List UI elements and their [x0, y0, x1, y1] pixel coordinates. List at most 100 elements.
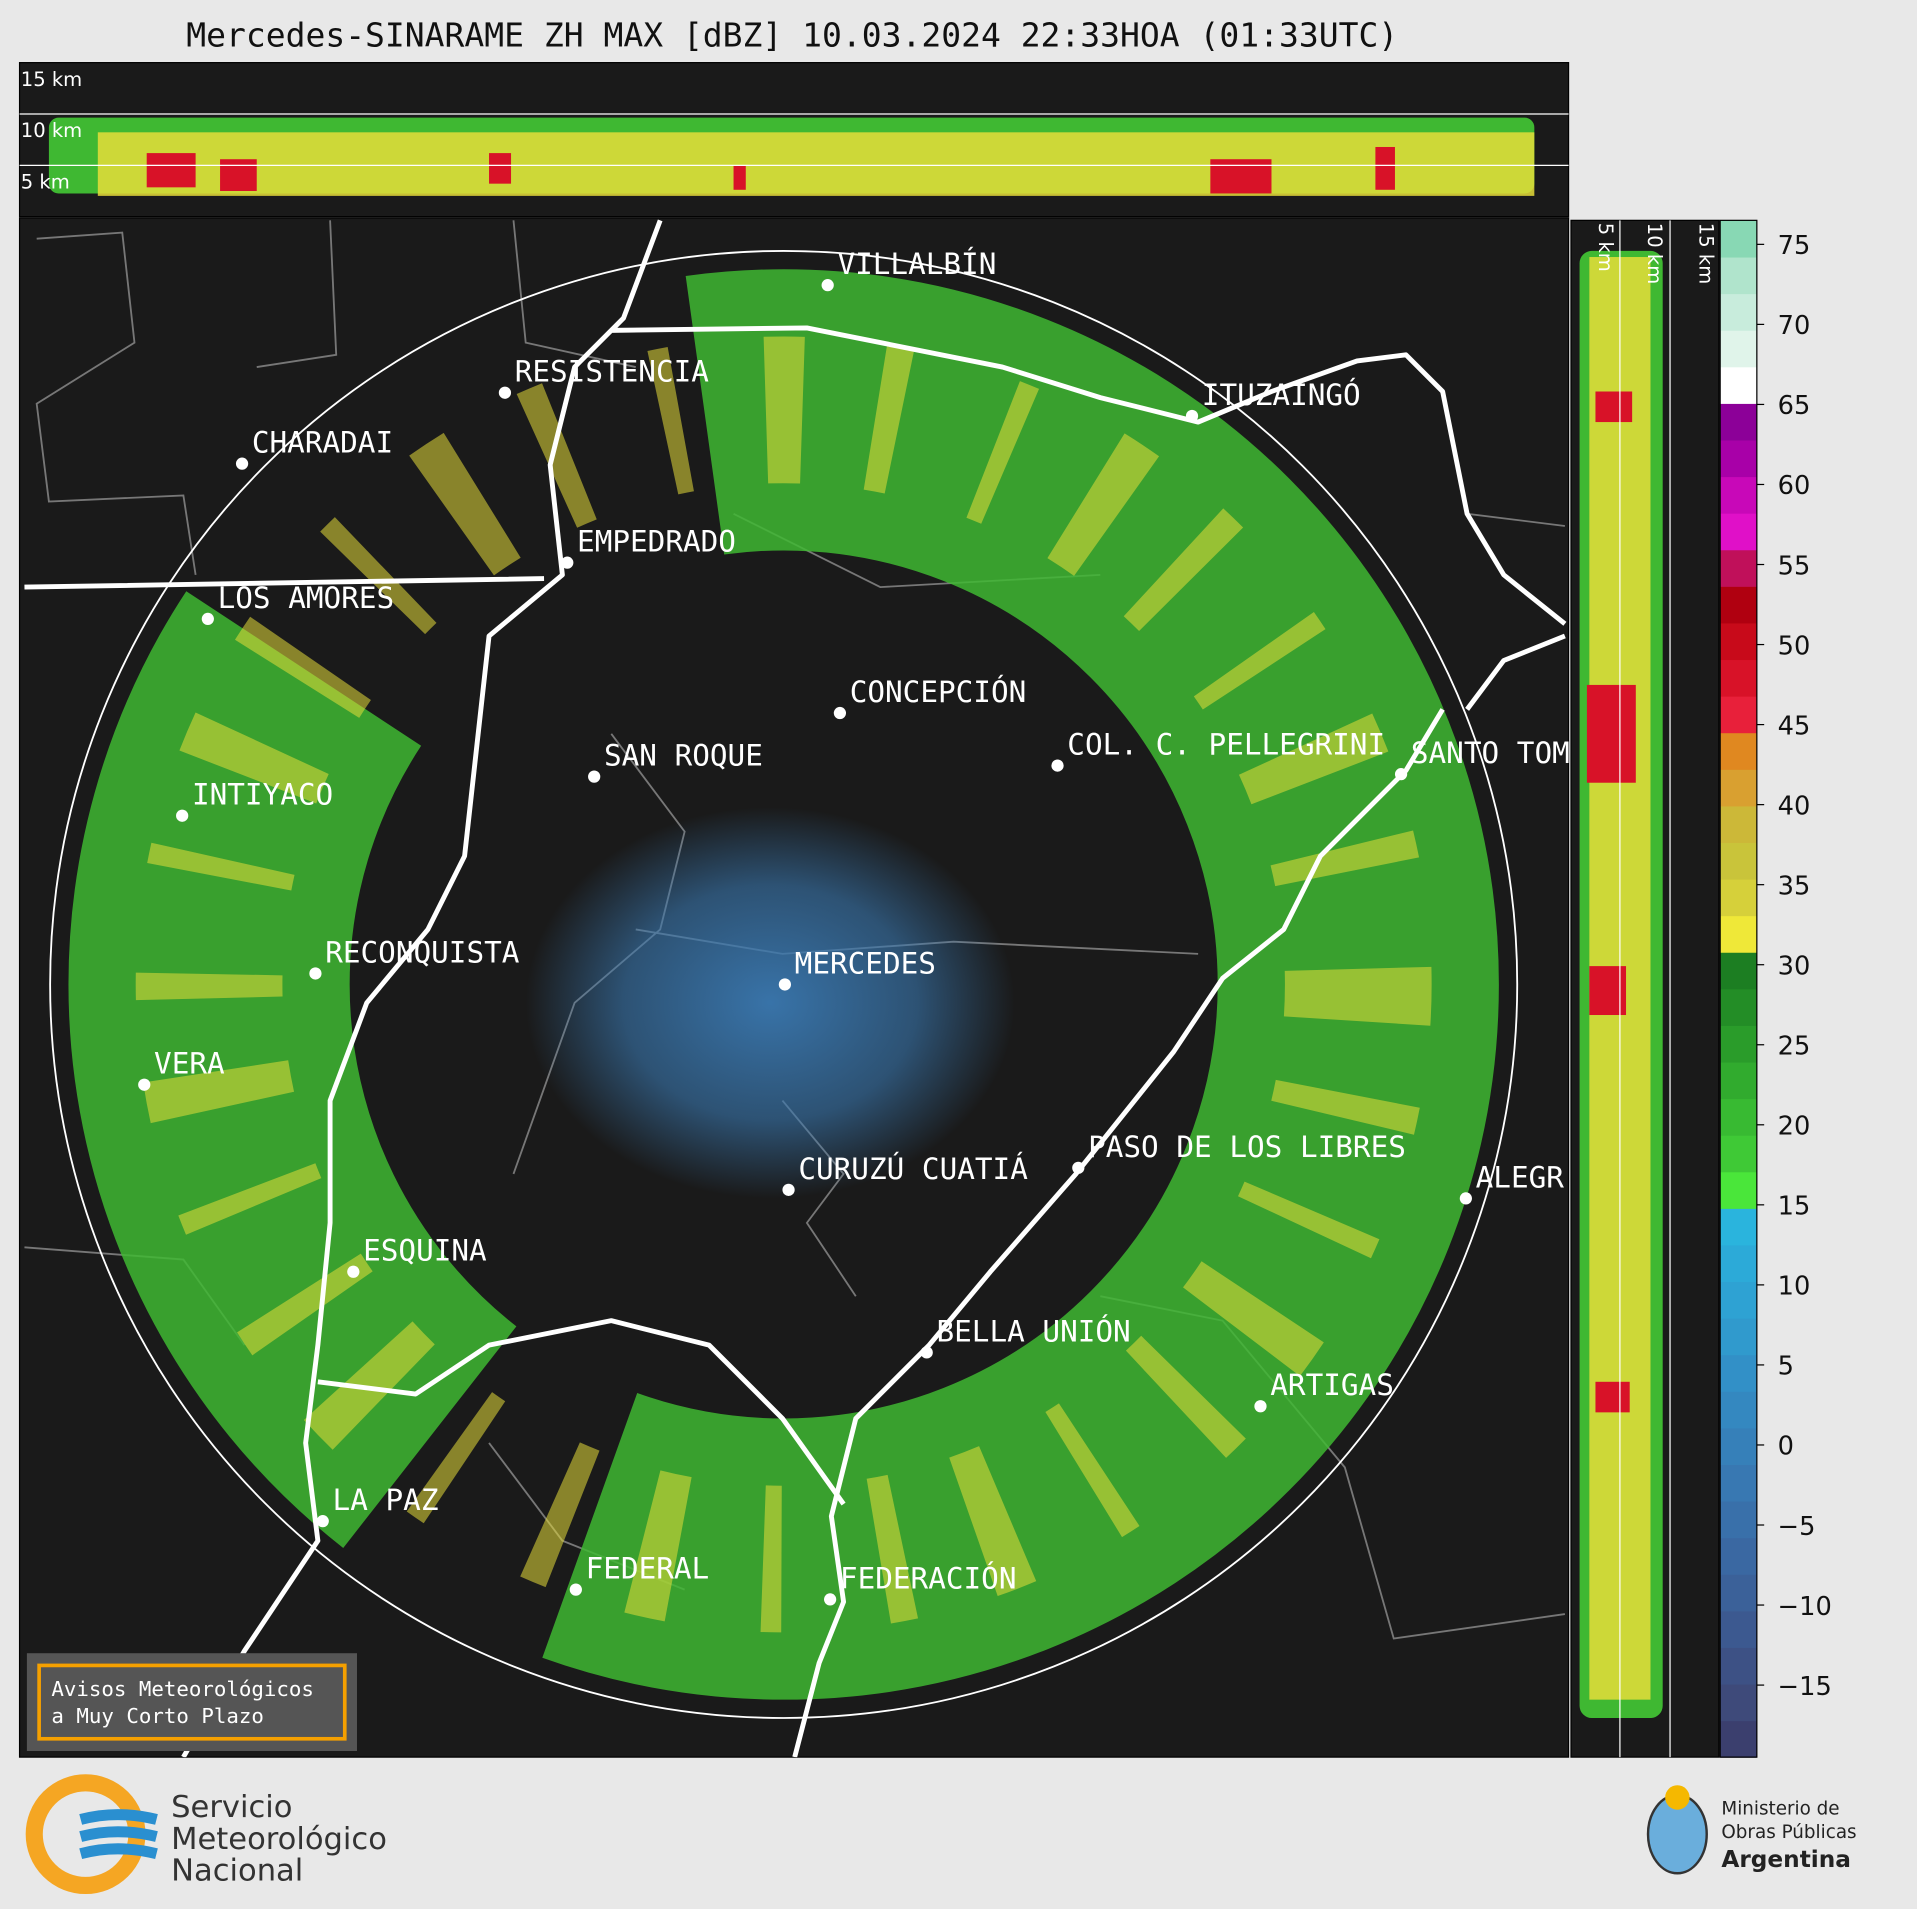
colorbar-band [1720, 732, 1757, 770]
city-label: ITUZAINGÓ [1202, 376, 1361, 412]
colorbar-band [1720, 1464, 1757, 1502]
city-dot [569, 1583, 582, 1596]
city-dot [833, 706, 847, 720]
colorbar-band [1720, 805, 1757, 843]
colorbar-tick-label: 5 [1778, 1352, 1794, 1382]
logo-text: Obras Públicas [1721, 1822, 1856, 1843]
colorbar-tick-label: 35 [1778, 871, 1811, 901]
colorbar-band [1720, 1098, 1757, 1136]
colorbar-band [1720, 513, 1757, 551]
colorbar-band [1720, 842, 1757, 880]
colorbar-tick-label: −10 [1778, 1592, 1832, 1622]
city-label: LOS AMORES [218, 581, 395, 615]
colorbar-band [1720, 330, 1757, 368]
city-dot [316, 1515, 329, 1528]
colorbar-tick-label: −5 [1778, 1512, 1816, 1542]
height-label: 10 km [21, 119, 82, 142]
logo-text: Meteorológico [171, 1822, 387, 1857]
city-dot [920, 1346, 933, 1359]
warning-box[interactable]: Avisos Meteorológicos a Muy Corto Plazo [26, 1653, 357, 1752]
city-label: VILLALBÍN [837, 246, 996, 281]
colorbar-band [1720, 293, 1757, 331]
colorbar-band [1720, 1647, 1757, 1685]
warning-box-frame [37, 1663, 347, 1741]
colorbar-band [1720, 366, 1757, 404]
colorbar-tick-label: 0 [1778, 1432, 1794, 1462]
map-layer: VILLALBÍN RESISTENCIA CHARADAI ITUZAINGÓ EMP… [24, 219, 1570, 1758]
city-label: LA PAZ [333, 1483, 439, 1517]
colorbar-band [1720, 1391, 1757, 1429]
city-dot [1459, 1192, 1472, 1205]
city-label: EMPEDRADO [577, 525, 736, 559]
city-dot [778, 978, 792, 991]
colorbar-band [1720, 1061, 1757, 1100]
city-label: CONCEPCIÓN [850, 673, 1027, 709]
colorbar-band [1720, 1537, 1757, 1575]
city-label: FEDERACIÓN [840, 1559, 1017, 1595]
colorbar-band [1720, 1354, 1757, 1392]
city-dot [1072, 1161, 1085, 1174]
colorbar-band [1720, 1610, 1757, 1648]
colorbar-band [1720, 256, 1757, 295]
colorbar-frame [1719, 219, 1758, 1758]
city-label: SANTO TOM [1411, 736, 1570, 770]
colorbar-band [1720, 1171, 1757, 1209]
colorbar-band [1720, 1281, 1757, 1319]
city-label: CHARADAI [252, 426, 393, 460]
colorbar-band [1720, 1683, 1757, 1722]
warning-box-bg [26, 1653, 357, 1752]
city-dot [782, 1183, 795, 1196]
logo-text: Ministerio de [1721, 1799, 1839, 1820]
height-label: 15 km [1694, 223, 1717, 284]
colorbar-band [1720, 988, 1757, 1026]
height-label: 15 km [21, 68, 82, 91]
colorbar-tick-label: 55 [1778, 551, 1811, 581]
height-label: 10 km [1643, 223, 1666, 284]
colorbar-band [1720, 403, 1757, 441]
logo-text: Servicio [171, 1790, 292, 1825]
logo-sun [1665, 1785, 1690, 1810]
colorbar-tick-label: 15 [1778, 1192, 1811, 1222]
echo-ring-core [135, 336, 1432, 1633]
colorbar-tick-label: 45 [1778, 711, 1811, 741]
city-label: ALEGR [1476, 1160, 1565, 1194]
city-label: BELLA UNIÓN [936, 1312, 1130, 1348]
city-label: INTIYACO [192, 778, 333, 812]
colorbar-band [1720, 1427, 1757, 1466]
city-label: COL. C. PELLEGRINI [1067, 728, 1385, 762]
city-label: SAN ROQUE [604, 739, 763, 773]
city-label: RESISTENCIA [515, 355, 710, 389]
colorbar-band [1720, 220, 1757, 258]
city-dot [1185, 409, 1199, 423]
city-label: FEDERAL [586, 1552, 710, 1586]
colorbar-band [1720, 696, 1757, 734]
colorbar-band [1720, 622, 1757, 661]
colorbar-band [1720, 586, 1757, 624]
top-echo-core [97, 132, 1535, 196]
colorbar-tick-label: 25 [1778, 1032, 1811, 1062]
colorbar-band [1720, 1025, 1757, 1063]
range-ring [49, 249, 1519, 1719]
city-dot [309, 967, 322, 980]
colorbar-tick-label: −15 [1778, 1672, 1832, 1702]
colorbar-band [1720, 659, 1757, 697]
city-label: ARTIGAS [1270, 1368, 1394, 1402]
city-label: MERCEDES [795, 946, 936, 980]
colorbar-band [1720, 549, 1757, 587]
ministry-logo: Ministerio de Obras Públicas Argentina [1646, 1785, 1857, 1875]
colorbar-band [1720, 952, 1757, 990]
colorbar-tick-label: 70 [1778, 311, 1811, 341]
country-borders [24, 219, 1567, 1758]
city-dot [347, 1265, 360, 1278]
logo-waves [79, 1809, 158, 1860]
city-dot [138, 1078, 151, 1091]
city-dot [201, 612, 214, 626]
warning-text: a Muy Corto Plazo [51, 1704, 264, 1728]
colorbar-band [1720, 1208, 1757, 1246]
colorbar-band [1720, 1244, 1757, 1283]
city-label: VERA [154, 1047, 225, 1081]
colorbar-band [1720, 1135, 1757, 1173]
city-dot [1394, 768, 1408, 781]
smn-logo: Servicio Meteorológico Nacional [25, 1774, 387, 1895]
